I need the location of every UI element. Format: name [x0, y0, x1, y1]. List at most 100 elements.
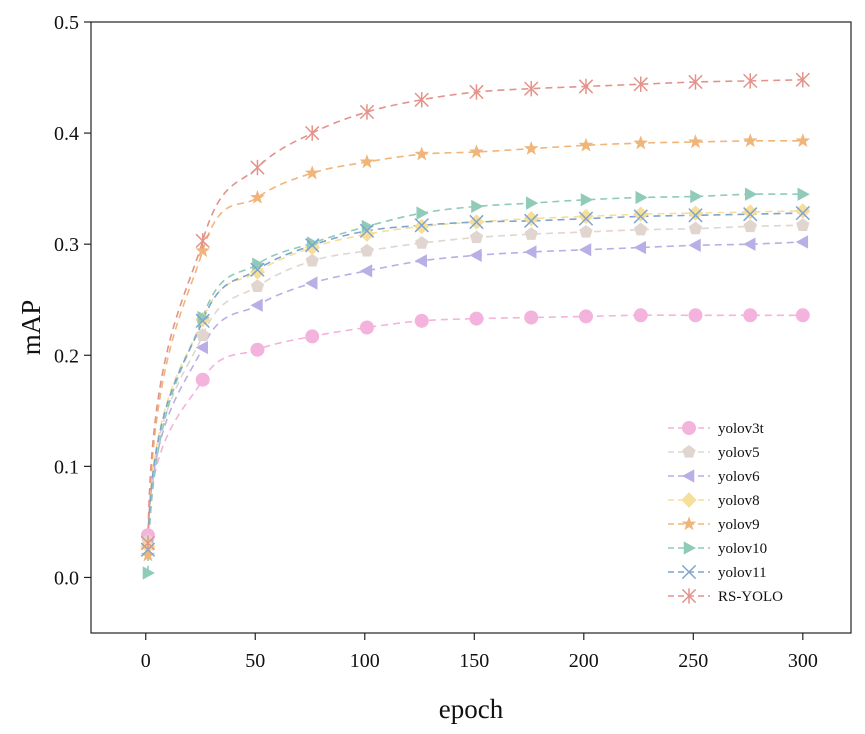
data-point-yolov11	[305, 238, 320, 253]
data-point-yolov11	[195, 313, 210, 329]
legend-item-yolov8: yolov8	[668, 492, 760, 509]
legend-label: yolov11	[718, 565, 767, 581]
series-line-rs-yolo	[147, 78, 803, 544]
data-point-yolov10	[635, 190, 648, 205]
data-point-yolov9	[195, 243, 211, 258]
data-point-yolov11	[633, 209, 648, 224]
legend: yolov3t yolov5 yolov6 yolov8 yolov9 yolov10 yo…	[668, 421, 783, 605]
x-tick-label: 300	[788, 650, 818, 672]
legend-item-yolov9: yolov9	[668, 516, 760, 533]
data-point-yolov10	[525, 196, 539, 210]
data-point-yolov3t	[359, 320, 374, 335]
data-point-yolov6	[250, 298, 263, 312]
data-point-yolov9	[359, 154, 375, 169]
data-point-yolov5	[250, 279, 265, 293]
legend-marker	[683, 541, 696, 555]
x-tick-label: 250	[678, 650, 708, 672]
data-point-yolov5	[796, 218, 810, 231]
y-axis-label: mAP	[16, 300, 46, 356]
x-axis-label: epoch	[439, 694, 504, 724]
data-point-yolov6	[578, 243, 592, 257]
data-point-yolov9	[523, 140, 539, 155]
y-tick-label: 0.4	[54, 123, 79, 145]
data-point-yolov5	[579, 224, 593, 238]
data-point-yolov6	[359, 264, 373, 278]
data-point-yolov10	[416, 206, 429, 220]
series-line-yolov6	[147, 241, 803, 545]
data-point-yolov6	[795, 235, 809, 249]
data-point-rs-yolo	[633, 76, 648, 92]
data-point-yolov9	[140, 547, 156, 562]
data-point-yolov5	[360, 243, 374, 257]
data-point-yolov8	[633, 206, 649, 222]
legend-marker	[682, 421, 696, 435]
x-tick-label: 150	[459, 650, 489, 672]
legend-item-rs-yolo: RS-YOLO	[668, 588, 783, 605]
data-point-yolov6	[743, 237, 756, 251]
legend-label: yolov6	[718, 469, 760, 485]
data-point-yolov6	[305, 276, 318, 290]
data-point-yolov8	[687, 205, 704, 221]
legend-item-yolov3t: yolov3t	[668, 421, 765, 437]
data-point-yolov11	[359, 223, 375, 239]
legend-item-yolov5: yolov5	[668, 445, 760, 461]
legend-label: yolov9	[718, 517, 760, 533]
data-point-yolov10	[580, 193, 593, 207]
x-tick-label: 200	[569, 650, 599, 672]
data-point-yolov9	[414, 146, 430, 161]
data-point-yolov3t	[633, 308, 648, 323]
data-point-rs-yolo	[743, 73, 758, 89]
data-point-yolov9	[795, 133, 811, 148]
data-point-yolov8	[742, 204, 758, 220]
legend-marker	[682, 445, 696, 458]
data-point-yolov3t	[524, 310, 539, 325]
legend-item-yolov6: yolov6	[668, 469, 760, 485]
data-point-yolov6	[633, 240, 646, 255]
data-point-yolov11	[795, 205, 810, 221]
data-point-rs-yolo	[469, 84, 484, 100]
series-line-yolov5	[147, 224, 803, 541]
data-point-yolov6	[524, 245, 537, 259]
data-point-rs-yolo	[140, 535, 156, 551]
data-point-yolov5	[688, 221, 703, 235]
data-point-yolov10	[797, 187, 810, 201]
data-point-rs-yolo	[688, 74, 703, 90]
series-markers	[140, 72, 811, 580]
data-point-yolov10	[197, 310, 210, 325]
data-point-yolov3t	[305, 329, 320, 344]
data-point-rs-yolo	[195, 233, 210, 249]
data-point-yolov10	[471, 199, 484, 214]
data-point-yolov5	[305, 253, 319, 267]
data-point-yolov9	[742, 133, 758, 148]
data-point-yolov8	[523, 210, 539, 227]
data-point-yolov8	[795, 203, 811, 219]
data-point-yolov5	[524, 227, 538, 240]
series-line-yolov3t	[147, 314, 803, 536]
series-line-yolov8	[147, 210, 803, 547]
legend-label: RS-YOLO	[718, 589, 783, 605]
data-point-rs-yolo	[578, 78, 594, 95]
data-point-yolov3t	[250, 342, 265, 357]
data-point-yolov10	[361, 219, 374, 234]
data-point-yolov9	[250, 189, 265, 204]
data-point-yolov9	[688, 134, 703, 149]
data-point-yolov11	[414, 218, 429, 233]
data-point-yolov10	[306, 236, 320, 250]
axes: 0 50 100 150 200 250 300 0.0 0.1 0.2 0.3 0.4 0.5	[54, 12, 852, 672]
data-point-yolov10	[745, 187, 758, 201]
legend-item-yolov11: yolov11	[668, 564, 767, 581]
data-point-yolov6	[414, 254, 427, 268]
data-point-yolov6	[195, 340, 208, 355]
data-point-yolov5	[469, 230, 484, 244]
legend-marker	[681, 516, 697, 531]
data-point-rs-yolo	[359, 104, 375, 120]
data-point-rs-yolo	[795, 72, 810, 88]
data-point-rs-yolo	[524, 80, 539, 97]
data-point-yolov11	[250, 262, 265, 277]
data-point-yolov5	[415, 236, 429, 249]
data-point-rs-yolo	[250, 159, 265, 176]
y-tick-label: 0.2	[54, 345, 79, 367]
series-line-yolov11	[147, 212, 803, 550]
legend-label: yolov8	[718, 493, 760, 509]
data-point-yolov11	[743, 207, 758, 222]
